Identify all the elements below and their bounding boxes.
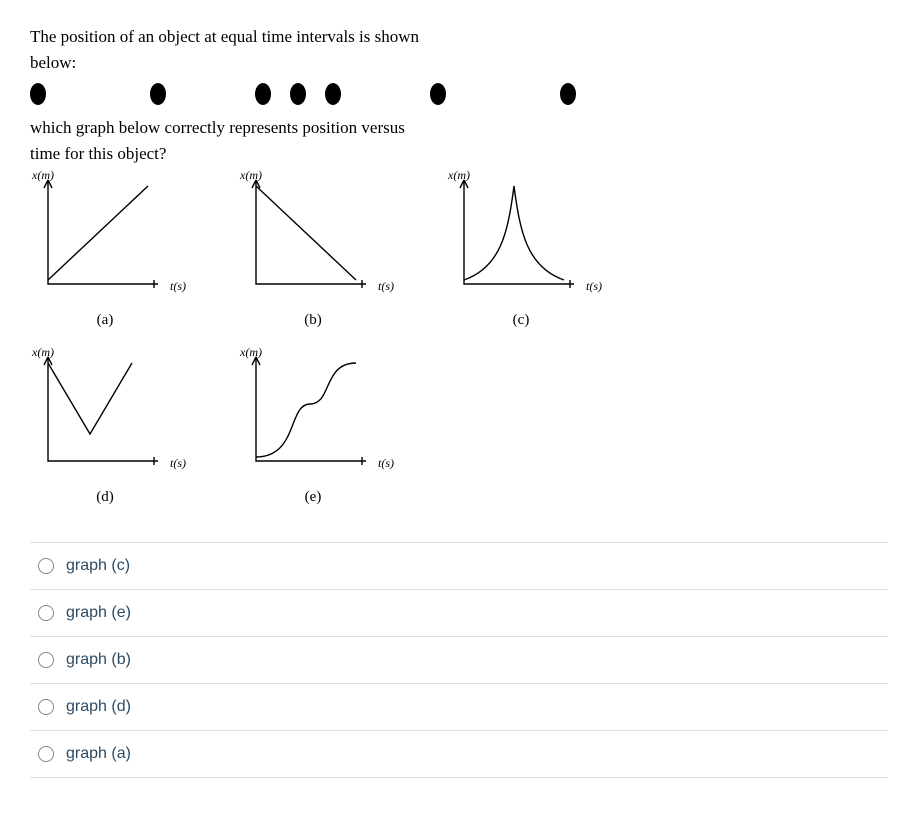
graph-box: x(m)t(s): [238, 172, 388, 302]
xlabel: t(s): [170, 456, 186, 471]
option-label: graph (e): [66, 604, 131, 622]
question-text-2: which graph below correctly represents p…: [30, 115, 888, 166]
answer-option[interactable]: graph (d): [30, 683, 888, 730]
answer-options: graph (c) graph (e) graph (b) graph (d) grap…: [30, 542, 888, 778]
graph-label: (c): [513, 312, 530, 329]
position-dot: [150, 83, 166, 105]
position-dot: [430, 83, 446, 105]
question-text: The position of an object at equal time …: [30, 24, 888, 75]
position-dot: [255, 83, 271, 105]
option-label: graph (b): [66, 651, 131, 669]
xlabel: t(s): [378, 456, 394, 471]
graph-b: x(m)t(s) (b): [238, 172, 388, 329]
answer-option[interactable]: graph (c): [30, 542, 888, 589]
graph-label: (e): [305, 489, 322, 506]
answer-option[interactable]: graph (e): [30, 589, 888, 636]
answer-option[interactable]: graph (a): [30, 730, 888, 778]
ylabel: x(m): [32, 345, 54, 360]
position-dot: [290, 83, 306, 105]
graph-e: x(m)t(s) (e): [238, 349, 388, 506]
position-dot: [560, 83, 576, 105]
radio-icon[interactable]: [38, 558, 54, 574]
graphs-row-2: x(m)t(s) (d) x(m)t(s) (e): [30, 349, 888, 506]
position-dot: [325, 83, 341, 105]
graph-box: x(m)t(s): [30, 172, 180, 302]
position-dot: [30, 83, 46, 105]
graph-box: x(m)t(s): [446, 172, 596, 302]
graphs-row-1: x(m)t(s) (a) x(m)t(s) (b) x(m)t(s) (c): [30, 172, 888, 329]
graph-label: (a): [97, 312, 114, 329]
question-line4: time for this object?: [30, 144, 166, 163]
xlabel: t(s): [586, 279, 602, 294]
graph-box: x(m)t(s): [238, 349, 388, 479]
ylabel: x(m): [240, 345, 262, 360]
xlabel: t(s): [378, 279, 394, 294]
question-line3: which graph below correctly represents p…: [30, 118, 405, 137]
ylabel: x(m): [32, 168, 54, 183]
option-label: graph (d): [66, 698, 131, 716]
question-line2: below:: [30, 53, 76, 72]
answer-option[interactable]: graph (b): [30, 636, 888, 683]
radio-icon[interactable]: [38, 746, 54, 762]
radio-icon[interactable]: [38, 699, 54, 715]
graph-a: x(m)t(s) (a): [30, 172, 180, 329]
graph-label: (d): [96, 489, 114, 506]
radio-icon[interactable]: [38, 652, 54, 668]
xlabel: t(s): [170, 279, 186, 294]
ylabel: x(m): [448, 168, 470, 183]
ylabel: x(m): [240, 168, 262, 183]
radio-icon[interactable]: [38, 605, 54, 621]
graph-d: x(m)t(s) (d): [30, 349, 180, 506]
graph-box: x(m)t(s): [30, 349, 180, 479]
option-label: graph (c): [66, 557, 130, 575]
question-line1: The position of an object at equal time …: [30, 27, 419, 46]
graph-label: (b): [304, 312, 322, 329]
graph-c: x(m)t(s) (c): [446, 172, 596, 329]
position-dots-row: [30, 81, 888, 111]
option-label: graph (a): [66, 745, 131, 763]
